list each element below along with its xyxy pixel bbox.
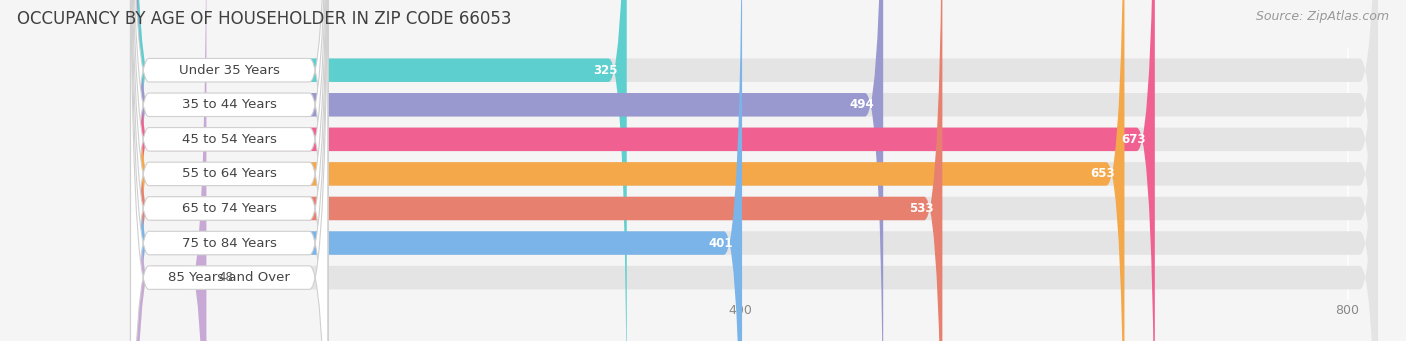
Text: Under 35 Years: Under 35 Years [179, 64, 280, 77]
FancyBboxPatch shape [134, 0, 1378, 341]
FancyBboxPatch shape [134, 0, 1378, 341]
Text: 65 to 74 Years: 65 to 74 Years [181, 202, 277, 215]
Text: 533: 533 [908, 202, 934, 215]
FancyBboxPatch shape [134, 0, 1125, 341]
Text: 45 to 54 Years: 45 to 54 Years [181, 133, 277, 146]
Text: 35 to 44 Years: 35 to 44 Years [181, 98, 277, 111]
FancyBboxPatch shape [131, 0, 328, 341]
FancyBboxPatch shape [134, 0, 1378, 341]
FancyBboxPatch shape [131, 0, 328, 341]
Text: 48: 48 [218, 271, 233, 284]
FancyBboxPatch shape [134, 0, 1378, 341]
FancyBboxPatch shape [131, 0, 328, 341]
FancyBboxPatch shape [134, 0, 1378, 341]
Text: 401: 401 [709, 237, 733, 250]
FancyBboxPatch shape [134, 0, 942, 341]
Text: 653: 653 [1091, 167, 1115, 180]
FancyBboxPatch shape [134, 0, 742, 341]
Text: 673: 673 [1121, 133, 1146, 146]
FancyBboxPatch shape [131, 0, 328, 341]
FancyBboxPatch shape [131, 0, 328, 341]
FancyBboxPatch shape [134, 0, 627, 341]
FancyBboxPatch shape [131, 0, 328, 341]
Text: OCCUPANCY BY AGE OF HOUSEHOLDER IN ZIP CODE 66053: OCCUPANCY BY AGE OF HOUSEHOLDER IN ZIP C… [17, 10, 512, 28]
FancyBboxPatch shape [134, 0, 1378, 341]
Text: 55 to 64 Years: 55 to 64 Years [181, 167, 277, 180]
FancyBboxPatch shape [134, 0, 1154, 341]
FancyBboxPatch shape [131, 0, 328, 341]
Text: 325: 325 [593, 64, 617, 77]
Text: 85 Years and Over: 85 Years and Over [169, 271, 290, 284]
Text: 494: 494 [849, 98, 875, 111]
Text: 75 to 84 Years: 75 to 84 Years [181, 237, 277, 250]
FancyBboxPatch shape [134, 0, 1378, 341]
Text: Source: ZipAtlas.com: Source: ZipAtlas.com [1256, 10, 1389, 23]
FancyBboxPatch shape [134, 0, 207, 341]
FancyBboxPatch shape [134, 0, 883, 341]
